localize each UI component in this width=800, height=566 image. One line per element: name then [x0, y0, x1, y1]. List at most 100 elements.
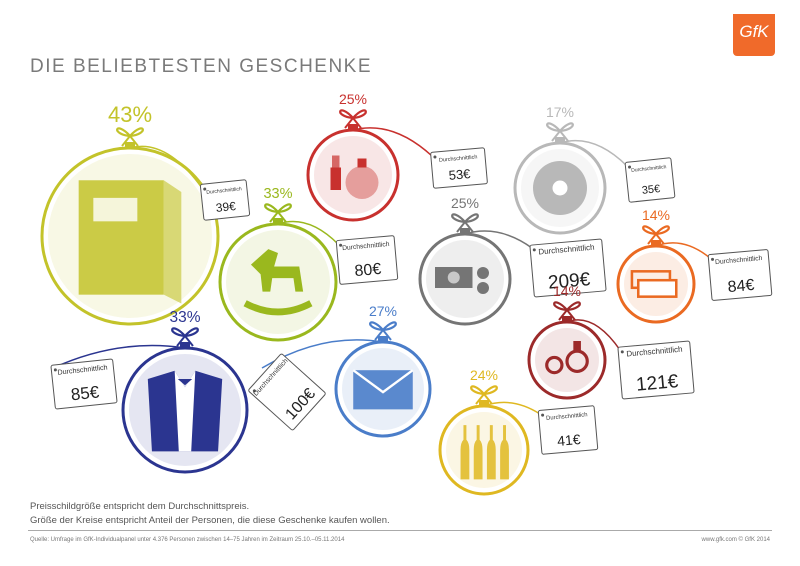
tag-body: [537, 405, 599, 455]
rocker: [243, 300, 313, 316]
perfume-bottle: [345, 166, 379, 199]
tag-string: [352, 127, 433, 157]
bow-loop-left: [171, 327, 186, 338]
tag-hole: [541, 413, 545, 417]
average-price: 80€: [354, 261, 382, 280]
tag-string: [566, 319, 621, 351]
perfume-cap: [357, 158, 367, 168]
tag-hole: [711, 257, 715, 261]
share-percent: 25%: [339, 91, 367, 107]
bow-cap: [479, 400, 489, 406]
bottles-icon: [460, 425, 470, 480]
bow-cap: [180, 342, 190, 348]
share-percent: 14%: [553, 283, 581, 299]
bow-cap: [460, 228, 470, 234]
bow-loop-right: [129, 127, 144, 138]
tag-string: [483, 401, 541, 415]
bow-cap: [651, 240, 661, 246]
tag-label: Durchschnittlich: [439, 154, 478, 163]
tag-label: Durchschnittlich: [342, 241, 390, 252]
average-price: 53€: [448, 166, 472, 183]
price-tag: Durchschnittlich 41€: [537, 405, 599, 455]
tag-body: [617, 340, 695, 400]
bow-loop-left: [264, 203, 279, 214]
bow-cap: [562, 316, 572, 322]
bottle: [500, 425, 509, 480]
average-price: 85€: [70, 382, 101, 404]
book-spine: [163, 180, 182, 304]
tag-body: [430, 147, 488, 189]
gift-music-cd: 17% Durchschnittlich 35€: [513, 104, 676, 235]
tag-body: [199, 179, 251, 221]
note-price-size: Preisschildgröße entspricht dem Durchsch…: [30, 501, 250, 512]
share-percent: 43%: [108, 102, 152, 127]
tag-label: Durchschnittlich: [631, 164, 667, 174]
bow-ribbon: [551, 130, 569, 142]
tag-hole: [53, 368, 57, 372]
tag-body: [529, 238, 607, 298]
tag-string: [464, 230, 533, 249]
price-tag: Durchschnittlich 84€: [707, 249, 773, 301]
coin-2: [477, 282, 489, 294]
price-tag: Durchschnittlich 80€: [335, 235, 399, 285]
jewelry-icon: [545, 355, 564, 375]
bow-ribbon: [558, 309, 576, 321]
bow-loop-right: [464, 213, 479, 224]
share-percent: 33%: [169, 309, 200, 326]
watch-band: [573, 341, 581, 352]
bottle: [486, 425, 496, 480]
book-label: [93, 197, 138, 222]
tag-hole: [620, 350, 624, 354]
bow-loop-right: [559, 122, 574, 133]
average-price: 35€: [641, 183, 661, 197]
coin-1: [477, 267, 489, 279]
average-price: 121€: [635, 371, 679, 396]
bow-cap: [348, 124, 358, 130]
tag-label: Durchschnittlich: [546, 412, 588, 422]
tag-hole: [628, 165, 632, 169]
cosmetics-icon: [330, 167, 341, 190]
tag-string: [655, 242, 711, 259]
tag-hole: [532, 248, 536, 252]
bow-loop-left: [553, 301, 568, 312]
bow-ribbon: [344, 117, 362, 129]
gift-tickets: 14% Durchschnittlich 84€: [616, 207, 773, 324]
bow-ribbon: [456, 221, 474, 233]
gift-circle-fill: [446, 412, 522, 488]
tag-string: [277, 220, 339, 245]
bow-loop-right: [566, 301, 581, 312]
gift-cosmetics: 25% Durchschnittlich 53€: [306, 91, 488, 222]
envelope-flap: [352, 369, 414, 394]
tag-hole: [252, 389, 256, 393]
lipstick-tip: [332, 155, 340, 168]
bow-ribbon: [374, 329, 392, 341]
bow-loop-left: [546, 122, 561, 133]
tag-label: Durchschnittlich: [715, 255, 763, 266]
share-percent: 14%: [642, 207, 670, 223]
bow-loop-right: [382, 321, 397, 332]
gift-books: 43% Durchschnittlich 39€: [40, 102, 251, 326]
euro-sign: [447, 271, 460, 284]
note-circle-size: Größe der Kreise entspricht Anteil der P…: [30, 515, 390, 526]
shirt: [174, 370, 196, 452]
tag-hole: [339, 243, 343, 247]
gift-circle-fill: [226, 230, 330, 334]
bow-loop-left: [642, 225, 657, 236]
share-percent: 17%: [546, 104, 574, 120]
bow-loop-left: [369, 321, 384, 332]
bow-cap: [125, 142, 135, 148]
share-percent: 24%: [470, 367, 498, 383]
average-price: 41€: [557, 431, 582, 449]
bow-loop-left: [116, 127, 131, 138]
average-price: 84€: [727, 277, 755, 296]
average-price: 209€: [547, 269, 591, 294]
price-tag: Durchschnittlich 53€: [430, 147, 488, 189]
tag-body: [624, 157, 676, 203]
share-percent: 33%: [263, 186, 292, 202]
page-title: DIE BELIEBTESTEN GESCHENKE: [30, 56, 373, 77]
gfk-logo: GfK: [733, 14, 775, 56]
